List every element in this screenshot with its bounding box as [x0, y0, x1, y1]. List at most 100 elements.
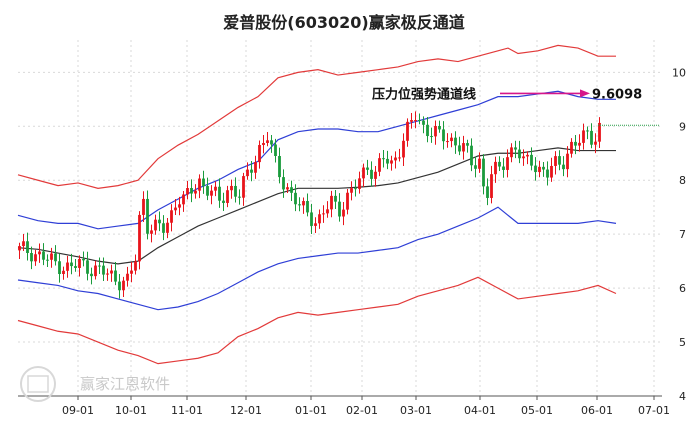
- candle-body: [234, 185, 237, 197]
- watermark-text: 赢家江恩软件: [80, 375, 170, 393]
- candle-body: [74, 266, 77, 268]
- candle-down: [486, 178, 489, 206]
- candle-down: [306, 193, 309, 217]
- candle-down: [274, 138, 277, 163]
- y-tick-label: 6: [679, 282, 686, 295]
- candle-down: [102, 257, 105, 282]
- candle-up: [490, 165, 493, 204]
- candle-up: [402, 133, 405, 166]
- candle-down: [466, 139, 469, 153]
- candle-body: [210, 190, 213, 196]
- y-tick-label: 7: [679, 228, 686, 241]
- candle-up: [414, 111, 417, 129]
- candle-down: [474, 156, 477, 178]
- candle-up: [494, 156, 497, 183]
- candle-down: [354, 179, 357, 197]
- candle-up: [174, 199, 177, 215]
- candle-down: [162, 215, 165, 241]
- candle-down: [90, 267, 93, 285]
- candle-body: [186, 188, 189, 195]
- candle-up: [322, 205, 325, 223]
- candle-up: [110, 264, 113, 282]
- candle-down: [502, 158, 505, 178]
- candle-up: [182, 190, 185, 212]
- candle-body: [142, 198, 145, 215]
- candle-body: [158, 219, 161, 224]
- inner-upper-band-line: [17, 90, 616, 230]
- candle-body: [306, 201, 309, 213]
- mid-band-line: [17, 147, 616, 265]
- candle-up: [134, 254, 137, 275]
- candle-down: [586, 126, 589, 140]
- candle-up: [22, 234, 25, 252]
- candle-up: [362, 163, 365, 188]
- candle-body: [290, 187, 293, 193]
- candle-body: [394, 157, 397, 161]
- candle-down: [118, 273, 121, 299]
- candle-up: [50, 247, 53, 268]
- candle-down: [458, 136, 461, 156]
- candle-down: [98, 257, 101, 275]
- candle-body: [450, 137, 453, 142]
- candle-body: [86, 260, 89, 274]
- candle-body: [150, 230, 153, 234]
- candle-down: [530, 147, 533, 171]
- candle-body: [454, 137, 457, 146]
- candle-body: [422, 120, 425, 125]
- candle-body: [530, 154, 533, 166]
- candle-down: [202, 170, 205, 194]
- candle-body: [534, 165, 537, 173]
- candle-down: [534, 157, 537, 181]
- candle-body: [490, 174, 493, 198]
- candle-up: [398, 148, 401, 162]
- candle-down: [58, 253, 61, 283]
- candle-body: [498, 161, 501, 167]
- candle-down: [298, 197, 301, 212]
- candle-body: [106, 273, 109, 275]
- candle-body: [174, 207, 177, 211]
- candle-up: [126, 266, 129, 287]
- candle-body: [90, 273, 93, 277]
- candle-body: [254, 162, 257, 173]
- candle-body: [194, 190, 197, 194]
- candle-body: [566, 153, 569, 170]
- candle-up: [38, 243, 41, 263]
- candle-up: [62, 266, 65, 280]
- candle-body: [66, 262, 69, 271]
- candle-body: [42, 251, 45, 260]
- candle-up: [34, 249, 37, 266]
- candle-up: [214, 181, 217, 197]
- candle-up: [318, 209, 321, 229]
- candle-up: [258, 140, 261, 169]
- outer-upper-band-line: [17, 44, 616, 189]
- candle-up: [378, 153, 381, 177]
- candle-body: [514, 147, 517, 150]
- candle-body: [138, 214, 141, 262]
- candle-body: [526, 154, 529, 157]
- candle-up: [246, 162, 249, 180]
- candle-body: [474, 165, 477, 169]
- candle-body: [310, 212, 313, 226]
- candle-body: [114, 270, 117, 282]
- candle-up: [142, 191, 145, 222]
- candle-down: [278, 147, 281, 184]
- candle-body: [314, 223, 317, 226]
- candle-up: [598, 117, 601, 149]
- candle-up: [582, 123, 585, 150]
- candlesticks: [18, 111, 601, 299]
- channel-bands: [17, 44, 617, 365]
- outer-lower-band-line: [17, 276, 617, 365]
- candle-down: [82, 251, 85, 267]
- candle-body: [414, 120, 417, 122]
- candle-up: [210, 185, 213, 205]
- candle-body: [554, 156, 557, 166]
- candle-body: [262, 142, 265, 146]
- candle-body: [386, 158, 389, 164]
- y-tick-label: 4: [679, 390, 686, 403]
- candle-body: [286, 187, 289, 190]
- candle-body: [518, 149, 521, 159]
- candle-body: [94, 265, 97, 277]
- candle-up: [410, 112, 413, 129]
- candle-body: [374, 171, 377, 179]
- candle-body: [38, 251, 41, 255]
